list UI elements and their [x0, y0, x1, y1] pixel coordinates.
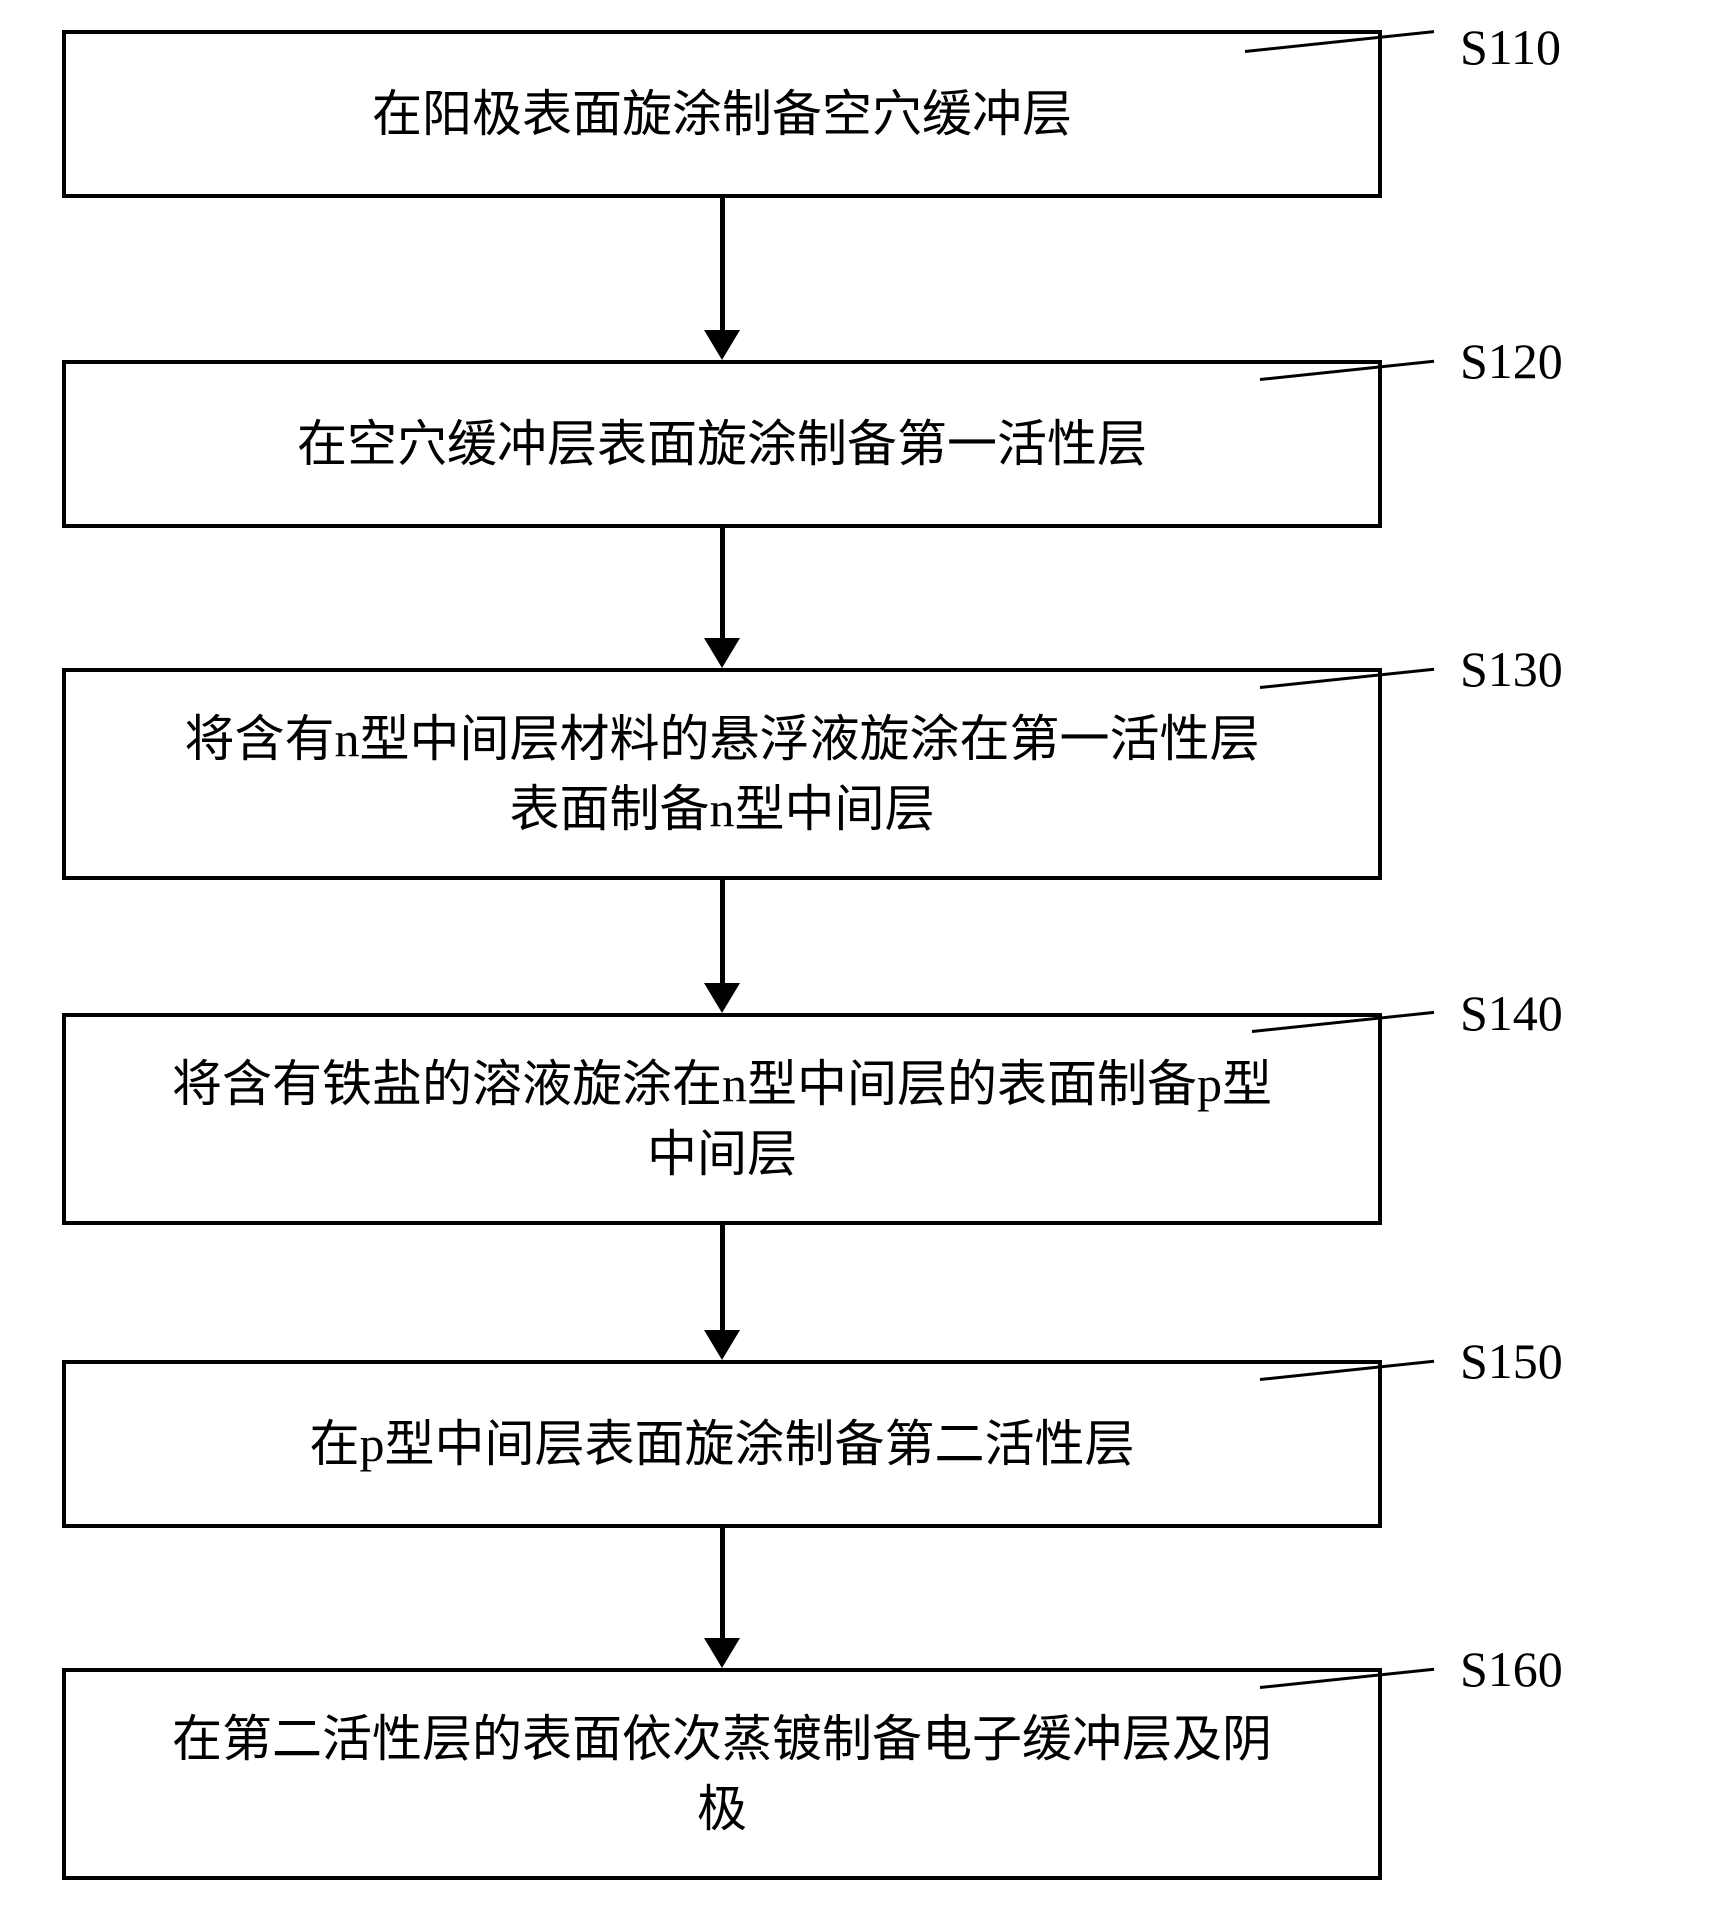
flowchart-canvas: 在阳极表面旋涂制备空穴缓冲层 S110 在空穴缓冲层表面旋涂制备第一活性层 S120 将… [0, 0, 1711, 1910]
flow-step-text: 将含有n型中间层材料的悬浮液旋涂在第一活性层 表面制备n型中间层 [185, 704, 1260, 844]
flow-step-S110: 在阳极表面旋涂制备空穴缓冲层 [62, 30, 1382, 198]
flow-step-text: 将含有铁盐的溶液旋涂在n型中间层的表面制备p型 中间层 [172, 1049, 1272, 1189]
arrow-head-icon [704, 1330, 740, 1360]
flow-step-S150: 在p型中间层表面旋涂制备第二活性层 [62, 1360, 1382, 1528]
arrow-line [720, 880, 725, 983]
arrow-head-icon [704, 983, 740, 1013]
flow-step-text: 在第二活性层的表面依次蒸镀制备电子缓冲层及阴 极 [172, 1704, 1272, 1844]
flow-step-S140: 将含有铁盐的溶液旋涂在n型中间层的表面制备p型 中间层 [62, 1013, 1382, 1225]
arrow-head-icon [704, 1638, 740, 1668]
step-label-S160: S160 [1460, 1640, 1563, 1698]
flow-step-text: 在阳极表面旋涂制备空穴缓冲层 [372, 79, 1072, 149]
step-label-S150: S150 [1460, 1332, 1563, 1390]
arrow-line [720, 528, 725, 638]
step-label-S130: S130 [1460, 640, 1563, 698]
arrow-line [720, 1225, 725, 1330]
step-label-S110: S110 [1460, 18, 1561, 76]
flow-step-S120: 在空穴缓冲层表面旋涂制备第一活性层 [62, 360, 1382, 528]
step-label-S140: S140 [1460, 984, 1563, 1042]
arrow-head-icon [704, 330, 740, 360]
arrow-line [720, 198, 725, 330]
arrow-head-icon [704, 638, 740, 668]
flow-step-text: 在p型中间层表面旋涂制备第二活性层 [310, 1409, 1135, 1479]
step-label-S120: S120 [1460, 332, 1563, 390]
flow-step-S130: 将含有n型中间层材料的悬浮液旋涂在第一活性层 表面制备n型中间层 [62, 668, 1382, 880]
flow-step-S160: 在第二活性层的表面依次蒸镀制备电子缓冲层及阴 极 [62, 1668, 1382, 1880]
arrow-line [720, 1528, 725, 1638]
flow-step-text: 在空穴缓冲层表面旋涂制备第一活性层 [297, 409, 1147, 479]
